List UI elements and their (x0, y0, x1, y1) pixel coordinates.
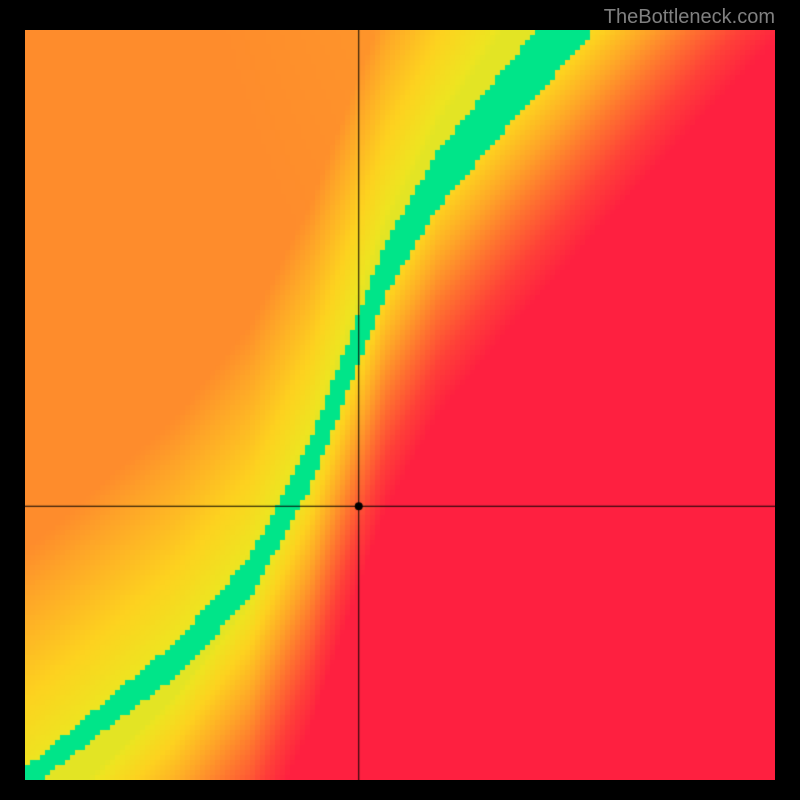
heatmap-container (25, 30, 775, 780)
watermark-text: TheBottleneck.com (604, 6, 775, 29)
heatmap-canvas (25, 30, 775, 780)
